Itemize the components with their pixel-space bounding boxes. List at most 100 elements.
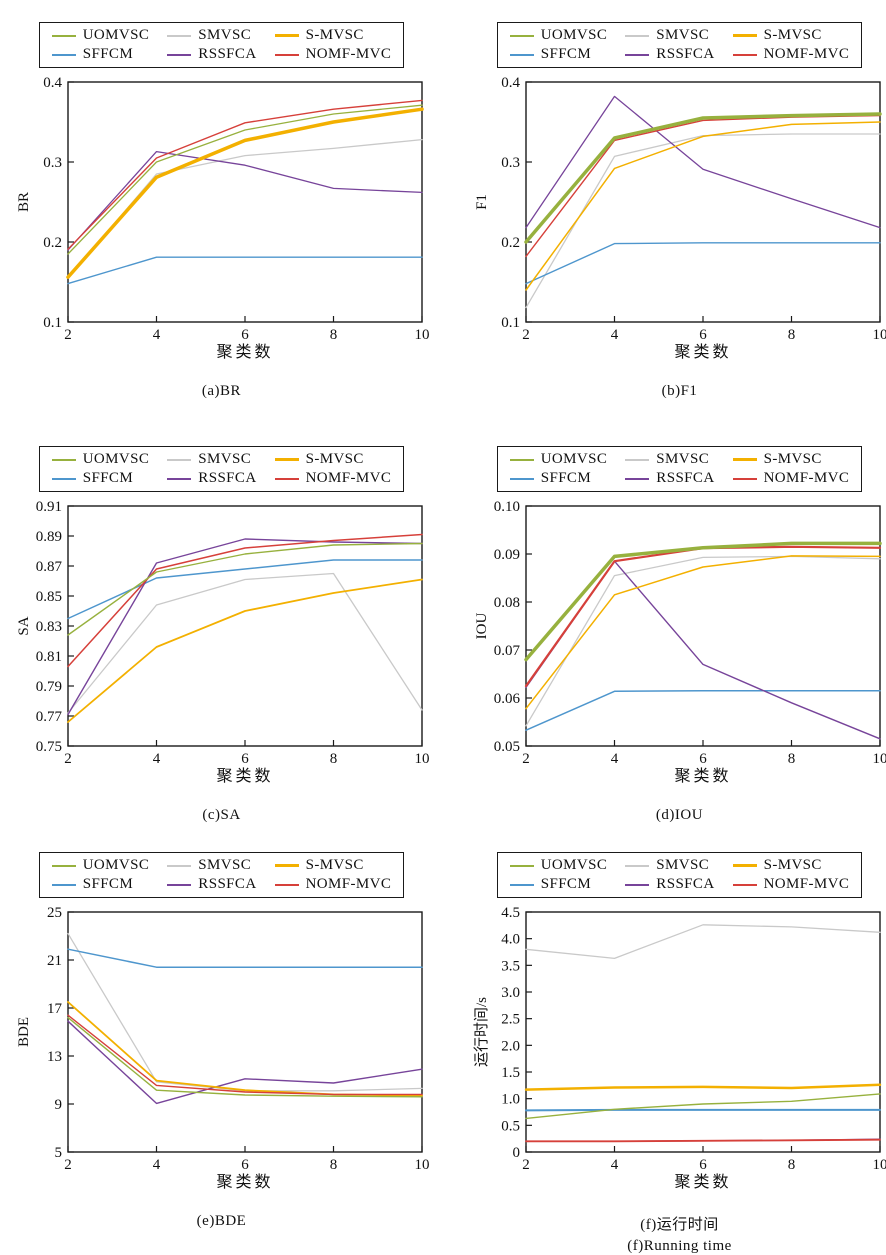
legend-label: SFFCM — [541, 46, 591, 63]
legend-line-swatch — [52, 459, 76, 461]
series-line-nomf-mvc — [526, 1140, 880, 1142]
y-tick-label: 0.83 — [35, 619, 61, 635]
legend-line-swatch — [733, 884, 757, 886]
legend-label: UOMVSC — [541, 451, 608, 468]
x-tick-label: 6 — [699, 1157, 707, 1173]
legend-item-sffcm: SFFCM — [52, 470, 150, 487]
legend-item-s-mvsc: S-MVSC — [733, 27, 850, 44]
legend-line-swatch — [167, 35, 191, 37]
legend-label: UOMVSC — [83, 451, 150, 468]
legend-label: UOMVSC — [83, 27, 150, 44]
legend-item-s-mvsc: S-MVSC — [275, 451, 392, 468]
y-tick-label: 4.0 — [501, 932, 520, 948]
chart-legend: UOMVSC SMVSC S-MVSC SFFCM RSSFCA NOMF-MVC — [497, 852, 863, 898]
y-tick-label: 0.75 — [35, 739, 61, 755]
legend-item-sffcm: SFFCM — [52, 876, 150, 893]
legend-line-swatch — [167, 884, 191, 886]
legend-label: RSSFCA — [656, 46, 714, 63]
series-line-uomvsc — [526, 1094, 880, 1119]
y-axis-label: BDE — [16, 1017, 32, 1047]
x-tick-label: 4 — [610, 1157, 618, 1173]
legend-line-swatch — [167, 54, 191, 56]
legend-line-swatch — [52, 478, 76, 480]
legend-item-s-mvsc: S-MVSC — [733, 857, 850, 874]
x-tick-label: 6 — [699, 327, 707, 343]
x-tick-label: 2 — [64, 327, 72, 343]
legend-item-nomf-mvc: NOMF-MVC — [275, 470, 392, 487]
legend-item-sffcm: SFFCM — [510, 46, 608, 63]
x-tick-label: 2 — [64, 751, 72, 767]
legend-label: SMVSC — [656, 857, 709, 874]
series-line-s-mvsc — [68, 1002, 422, 1096]
series-line-rssfca — [68, 152, 422, 250]
legend-label: RSSFCA — [656, 470, 714, 487]
x-tick-label: 2 — [522, 327, 530, 343]
x-tick-label: 10 — [414, 327, 429, 343]
y-axis-label: SA — [16, 616, 32, 635]
y-tick-label: 0.89 — [35, 529, 61, 545]
legend-item-nomf-mvc: NOMF-MVC — [275, 46, 392, 63]
legend-label: SFFCM — [541, 470, 591, 487]
legend-item-uomvsc: UOMVSC — [510, 857, 608, 874]
legend-item-sffcm: SFFCM — [52, 46, 150, 63]
x-tick-label: 10 — [872, 751, 886, 767]
legend-item-rssfca: RSSFCA — [625, 46, 714, 63]
legend-label: NOMF-MVC — [306, 470, 392, 487]
legend-label: S-MVSC — [764, 857, 822, 874]
x-tick-label: 8 — [787, 1157, 795, 1173]
legend-item-uomvsc: UOMVSC — [510, 27, 608, 44]
legend-label: UOMVSC — [83, 857, 150, 874]
series-line-s-mvsc — [68, 580, 422, 723]
legend-line-swatch — [167, 459, 191, 461]
x-axis-label: 聚类数 — [216, 767, 273, 785]
legend-line-swatch — [733, 458, 757, 462]
legend-label: SFFCM — [541, 876, 591, 893]
x-tick-label: 4 — [152, 751, 160, 767]
series-line-s-mvsc — [526, 122, 880, 290]
legend-line-swatch — [733, 478, 757, 480]
y-tick-label: 0.08 — [493, 595, 519, 611]
legend-label: UOMVSC — [541, 857, 608, 874]
y-tick-label: 0.77 — [35, 709, 62, 725]
legend-label: SFFCM — [83, 876, 133, 893]
y-tick-label: 0.09 — [493, 547, 519, 563]
legend-label: NOMF-MVC — [764, 46, 850, 63]
legend-line-swatch — [275, 54, 299, 56]
legend-item-rssfca: RSSFCA — [167, 876, 256, 893]
legend-label: S-MVSC — [306, 857, 364, 874]
series-line-s-mvsc — [526, 1085, 880, 1090]
series-line-smvsc — [526, 134, 880, 308]
legend-item-smvsc: SMVSC — [625, 857, 714, 874]
legend-line-swatch — [167, 865, 191, 867]
legend-item-rssfca: RSSFCA — [625, 876, 714, 893]
y-tick-label: 0.1 — [501, 315, 520, 331]
y-tick-label: 0.4 — [501, 75, 520, 91]
legend-item-sffcm: SFFCM — [510, 470, 608, 487]
legend-item-smvsc: SMVSC — [625, 451, 714, 468]
series-line-sffcm — [68, 949, 422, 967]
series-line-uomvsc — [68, 544, 422, 636]
legend-item-nomf-mvc: NOMF-MVC — [275, 876, 392, 893]
y-tick-label: 0.3 — [501, 155, 520, 171]
legend-line-swatch — [510, 54, 534, 56]
legend-item-nomf-mvc: NOMF-MVC — [733, 876, 850, 893]
legend-label: S-MVSC — [764, 27, 822, 44]
series-line-sffcm — [526, 243, 880, 284]
legend-line-swatch — [275, 478, 299, 480]
x-tick-label: 4 — [610, 327, 618, 343]
legend-item-rssfca: RSSFCA — [625, 470, 714, 487]
series-line-uomvsc — [526, 114, 880, 242]
x-tick-label: 8 — [787, 751, 795, 767]
legend-label: SMVSC — [656, 451, 709, 468]
